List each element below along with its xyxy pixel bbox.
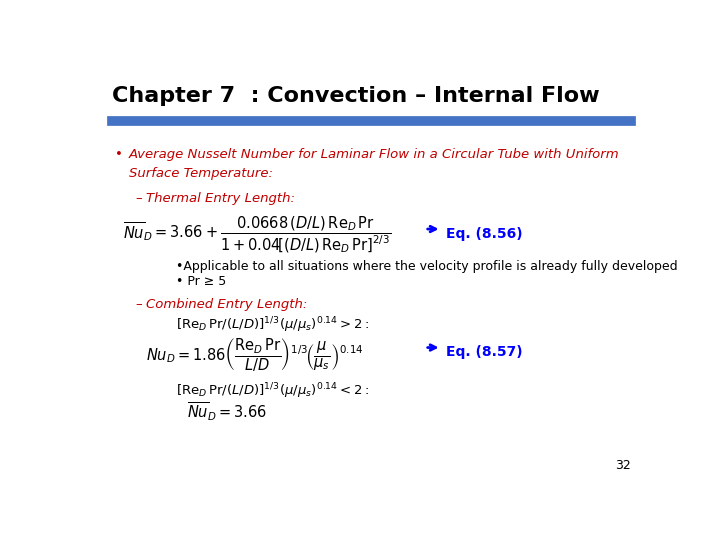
- Text: •Applicable to all situations where the velocity profile is already fully develo: •Applicable to all situations where the …: [176, 260, 678, 273]
- Text: 32: 32: [616, 460, 631, 472]
- Text: Thermal Entry Length:: Thermal Entry Length:: [145, 192, 294, 205]
- Text: Chapter 7  : Convection – Internal Flow: Chapter 7 : Convection – Internal Flow: [112, 85, 600, 106]
- Text: Eq. (8.56): Eq. (8.56): [446, 227, 523, 241]
- Text: •: •: [115, 148, 123, 161]
- Text: Surface Temperature:: Surface Temperature:: [129, 167, 273, 180]
- Text: $\left[\mathrm{Re}_D\,\mathrm{Pr}/(L/D)\right]^{1/3}\left(\mu/\mu_s\right)^{0.14: $\left[\mathrm{Re}_D\,\mathrm{Pr}/(L/D)\…: [176, 382, 370, 401]
- Text: $Nu_D = 1.86\left(\dfrac{\mathrm{Re}_D\,\mathrm{Pr}}{L/D}\right)^{1/3}\!\left(\d: $Nu_D = 1.86\left(\dfrac{\mathrm{Re}_D\,…: [145, 336, 364, 373]
- Text: Average Nusselt Number for Laminar Flow in a Circular Tube with Uniform: Average Nusselt Number for Laminar Flow …: [129, 148, 620, 161]
- Text: Eq. (8.57): Eq. (8.57): [446, 346, 523, 360]
- Text: $\left[\mathrm{Re}_D\,\mathrm{Pr}/(L/D)\right]^{1/3}\left(\mu/\mu_s\right)^{0.14: $\left[\mathrm{Re}_D\,\mathrm{Pr}/(L/D)\…: [176, 315, 370, 335]
- Text: Combined Entry Length:: Combined Entry Length:: [145, 298, 307, 310]
- Text: –: –: [136, 192, 143, 205]
- Text: $\overline{Nu}_D = 3.66 + \dfrac{0.0668\,(D/L)\,\mathrm{Re}_D\,\mathrm{Pr}}{1 + : $\overline{Nu}_D = 3.66 + \dfrac{0.0668\…: [123, 214, 392, 255]
- Text: –: –: [136, 298, 143, 310]
- Text: $\overline{Nu}_D = 3.66$: $\overline{Nu}_D = 3.66$: [186, 401, 267, 423]
- Text: • Pr ≥ 5: • Pr ≥ 5: [176, 275, 227, 288]
